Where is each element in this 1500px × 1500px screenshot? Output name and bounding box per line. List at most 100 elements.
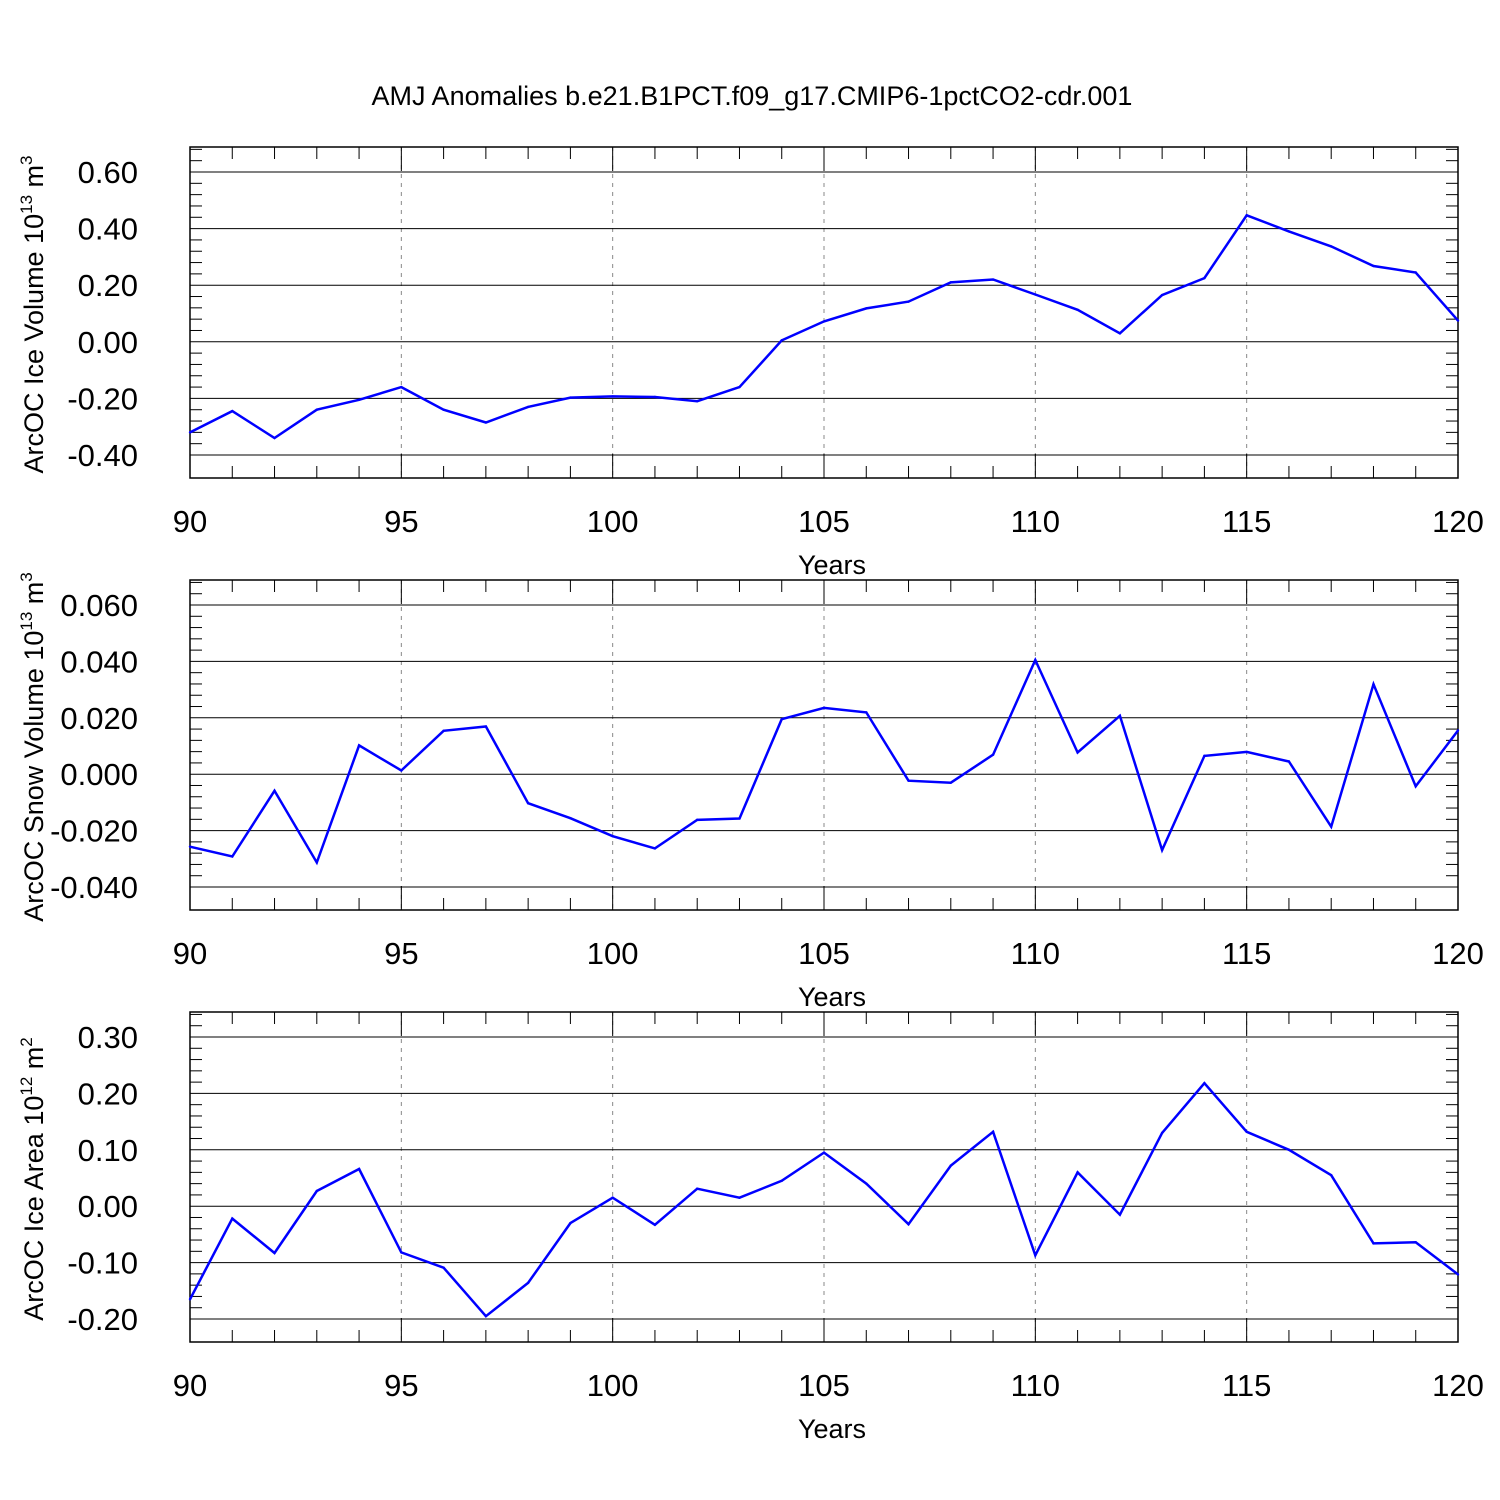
y-tick-label: -0.20 <box>67 1302 138 1337</box>
data-point <box>442 408 445 411</box>
data-point <box>1160 1131 1164 1135</box>
y-tick-label: -0.040 <box>50 870 138 905</box>
data-point <box>907 779 910 782</box>
y-tick-label: -0.10 <box>67 1246 138 1281</box>
x-tick-label: 115 <box>1222 1368 1271 1403</box>
data-point <box>822 320 826 323</box>
data-point <box>1330 825 1333 828</box>
y-axis-label: ArcOC Snow Volume 1013 m3 <box>17 572 49 922</box>
data-point <box>1203 1082 1206 1085</box>
data-point <box>526 405 530 409</box>
y-tick-label: 0.000 <box>60 757 138 792</box>
data-point <box>1287 760 1291 763</box>
y-tick-label: -0.40 <box>67 438 138 473</box>
x-axis-label: Years <box>798 982 866 1012</box>
y-tick-label: 0.00 <box>78 325 138 360</box>
y-tick-label: 0.40 <box>78 212 138 247</box>
x-tick-label: 90 <box>173 504 207 539</box>
y-axis-label: ArcOC Ice Area 1012 m2 <box>17 1037 49 1321</box>
data-point <box>1203 754 1206 758</box>
data-point <box>865 307 868 310</box>
x-axis-label: Years <box>798 550 866 580</box>
x-tick-label: 105 <box>798 504 850 539</box>
x-tick-label: 90 <box>173 1368 207 1403</box>
x-tick-label: 120 <box>1432 1368 1484 1403</box>
x-tick-label: 115 <box>1222 504 1271 539</box>
y-tick-label: -0.020 <box>50 814 138 849</box>
data-point <box>1414 1241 1417 1244</box>
data-point <box>569 1221 572 1225</box>
data-point <box>611 835 614 838</box>
data-point <box>1330 245 1333 248</box>
data-point <box>822 706 826 710</box>
x-tick-label: 110 <box>1011 504 1060 539</box>
x-axis-label: Years <box>798 1414 866 1444</box>
y-tick-label: 0.20 <box>78 1076 138 1111</box>
data-point <box>1245 214 1248 217</box>
y-tick-label: 0.10 <box>78 1133 138 1168</box>
data-point <box>991 753 995 756</box>
data-point <box>357 398 361 402</box>
data-point <box>526 1281 530 1285</box>
x-tick-label: 105 <box>798 936 850 971</box>
x-tick-label: 100 <box>587 504 639 539</box>
y-axis-label: ArcOC Ice Volume 1013 m3 <box>17 155 49 473</box>
data-point <box>1076 308 1079 312</box>
data-point <box>696 1187 699 1190</box>
data-point <box>1076 1171 1079 1174</box>
data-point <box>696 818 699 822</box>
chart-title: AMJ Anomalies b.e21.B1PCT.f09_g17.CMIP6-… <box>372 81 1133 111</box>
data-point <box>822 1151 826 1154</box>
data-point <box>907 300 910 303</box>
data-point <box>1456 319 1460 322</box>
data-point <box>1160 848 1164 852</box>
chart-panel-3: -0.20 -0.10 0.00 0.10 0.20 0.30 90 95 100 105 110 1… <box>17 1011 1484 1444</box>
data-point <box>442 729 445 732</box>
data-point <box>484 421 488 424</box>
data-point <box>231 1217 234 1220</box>
data-point <box>991 278 995 281</box>
data-point <box>696 400 699 403</box>
data-point <box>949 781 952 784</box>
data-point <box>991 1130 995 1133</box>
data-point <box>1287 1148 1291 1152</box>
data-point <box>653 395 657 399</box>
data-point <box>1456 729 1460 732</box>
data-point <box>400 1251 403 1254</box>
x-tick-label: 115 <box>1222 936 1271 971</box>
y-tick-label: 0.060 <box>60 588 138 623</box>
data-point <box>400 769 403 772</box>
x-tick-label: 95 <box>384 936 418 971</box>
x-tick-label: 110 <box>1011 1368 1060 1403</box>
data-point <box>357 1167 361 1171</box>
x-tick-label: 120 <box>1432 936 1484 971</box>
data-point <box>273 436 276 440</box>
data-point <box>400 385 403 389</box>
data-point <box>569 816 572 820</box>
data-point <box>1076 751 1079 754</box>
y-tick-label: 0.30 <box>78 1020 138 1055</box>
data-point <box>1287 230 1291 233</box>
data-point <box>526 802 530 805</box>
data-point <box>738 817 741 820</box>
data-point <box>1245 1130 1248 1133</box>
data-point <box>1118 714 1122 718</box>
y-tick-label: 0.00 <box>78 1189 138 1224</box>
data-point <box>738 385 741 389</box>
data-point <box>1330 1173 1333 1177</box>
data-point <box>1456 1273 1460 1276</box>
data-point <box>188 845 192 848</box>
data-point <box>1034 293 1037 296</box>
data-point <box>315 1189 318 1193</box>
data-point <box>653 847 657 850</box>
data-point <box>949 281 952 284</box>
data-point <box>738 1196 741 1199</box>
x-tick-label: 95 <box>384 504 418 539</box>
data-point <box>188 1298 192 1301</box>
x-tick-label: 100 <box>587 1368 639 1403</box>
data-point <box>1034 1254 1037 1257</box>
data-point <box>1118 1213 1122 1216</box>
data-point <box>442 1266 445 1269</box>
data-point <box>865 711 868 714</box>
